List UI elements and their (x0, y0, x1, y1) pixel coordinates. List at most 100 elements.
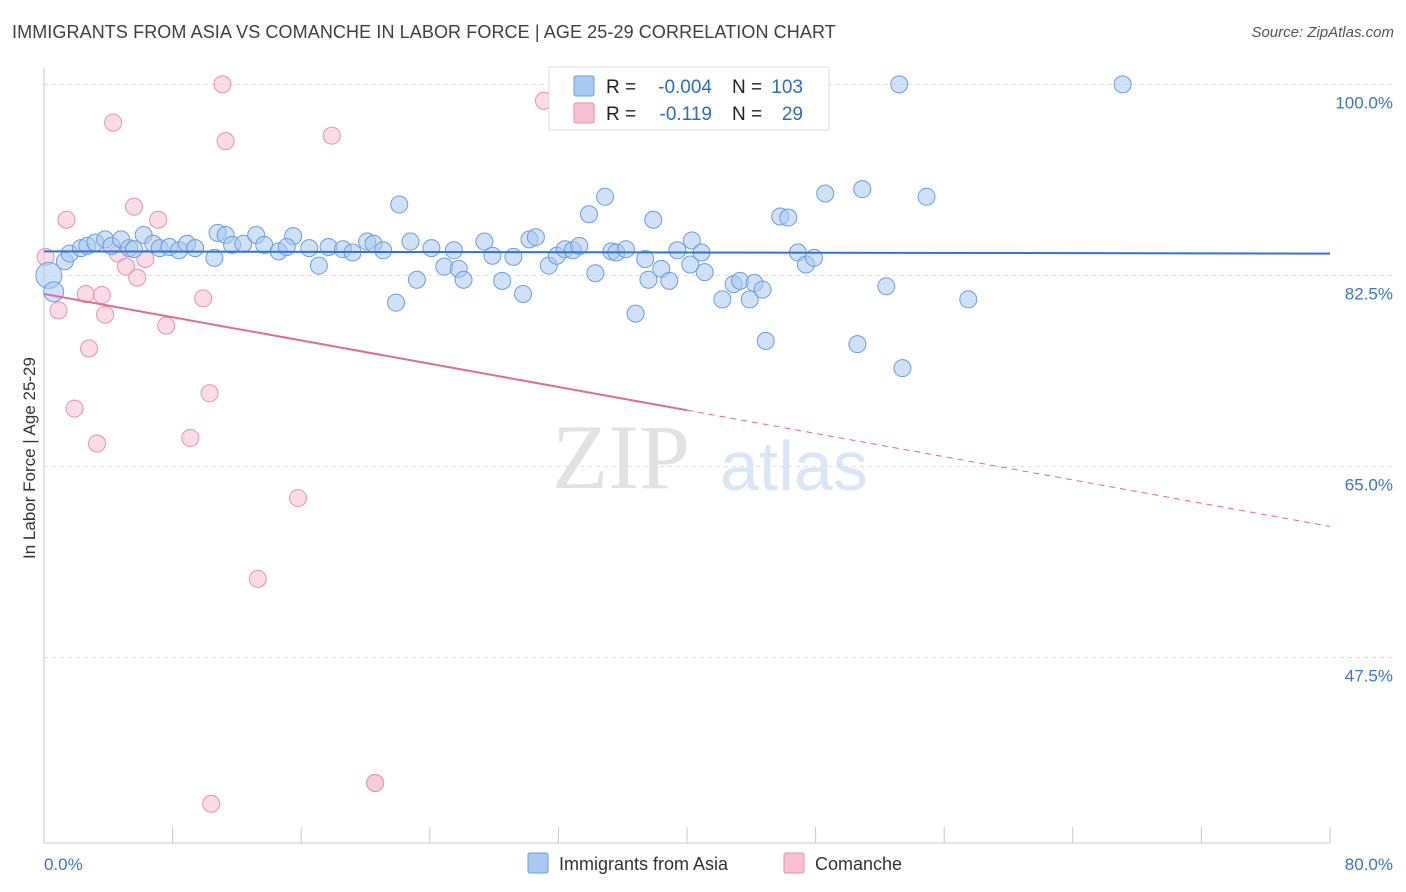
asia-point (454, 270, 473, 289)
asia-point (1113, 75, 1132, 94)
asia-point (401, 232, 420, 251)
asia-point (205, 248, 224, 267)
comanche-point (200, 384, 219, 403)
trend-lines (43, 250, 1331, 527)
legend-n-label-asia: N = (732, 77, 762, 98)
asia-point (514, 284, 533, 303)
comanche-point (116, 257, 135, 276)
asia-point (636, 250, 655, 269)
comanche-point (194, 289, 213, 308)
watermark-zip: ZIP (552, 406, 690, 508)
asia-point (374, 241, 393, 260)
asia-point (853, 180, 872, 199)
asia-point (483, 246, 502, 265)
asia-point (713, 290, 732, 309)
asia-point (444, 241, 463, 260)
correlation-legend: R = -0.004 N = 103 R = -0.119 N = 29 (548, 66, 830, 131)
asia-point (848, 335, 867, 354)
y-tick-label: 82.5% (1345, 284, 1393, 303)
asia-point (493, 271, 512, 290)
y-axis-title: In Labor Force | Age 25-29 (20, 357, 39, 559)
asia-point (475, 232, 494, 251)
comanche-point (288, 489, 307, 508)
asia-point (387, 293, 406, 312)
asia-point (740, 290, 759, 309)
comanche-point (57, 210, 76, 229)
comanche-point (248, 569, 267, 588)
comanche-point (149, 210, 168, 229)
asia-point (682, 231, 701, 250)
asia-point (917, 187, 936, 206)
legend-n-value-comanche: 29 (782, 104, 803, 125)
asia-trend-line (43, 250, 1331, 255)
series-swatch-asia (527, 852, 549, 874)
legend-r-label-asia: R = (606, 77, 636, 98)
asia-point (890, 75, 909, 94)
asia-point (753, 280, 772, 299)
comanche-point (202, 794, 221, 813)
asia-point (300, 239, 319, 258)
comanche-point (104, 113, 123, 132)
legend-swatch-comanche (573, 102, 595, 124)
legend-box (548, 66, 830, 131)
asia-point (596, 187, 615, 206)
asia-point (626, 304, 645, 323)
series-swatch-comanche (783, 852, 805, 874)
asia-point (816, 184, 835, 203)
comanche-point (96, 305, 115, 324)
comanche-point (213, 75, 232, 94)
asia-point (644, 210, 663, 229)
y-tick-labels: 100.0% 82.5% 65.0% 47.5% (1335, 93, 1393, 685)
source-label: Source: ZipAtlas.com (1251, 24, 1394, 41)
axes (43, 68, 1331, 844)
asia-point (695, 263, 714, 282)
y-tick-label: 47.5% (1345, 666, 1393, 685)
x-tick-label-max: 80.0% (1345, 855, 1393, 874)
asia-point (43, 281, 65, 303)
asia-point (186, 239, 205, 258)
legend-swatch-asia (573, 75, 595, 97)
comanche-points (36, 75, 553, 813)
comanche-point (80, 339, 99, 358)
comanche-point (65, 399, 84, 418)
comanche-point (92, 286, 111, 305)
series-legend: Immigrants from Asia Comanche (527, 852, 902, 874)
comanche-point (125, 197, 144, 216)
comanche-point (88, 434, 107, 453)
asia-point (639, 270, 658, 289)
x-axis-ticks (43, 827, 1331, 843)
asia-point (616, 240, 635, 259)
comanche-point (322, 126, 341, 145)
asia-point (422, 239, 441, 258)
asia-point (570, 236, 589, 255)
asia-point (779, 208, 798, 227)
y-tick-label: 65.0% (1345, 475, 1393, 494)
asia-point (959, 290, 978, 309)
asia-point (277, 238, 296, 257)
comanche-trend-line (43, 292, 688, 412)
legend-n-value-asia: 103 (771, 77, 803, 98)
comanche-point (49, 301, 68, 320)
y-tick-label: 100.0% (1335, 93, 1393, 112)
asia-point (504, 247, 523, 266)
asia-point (125, 240, 144, 259)
asia-point (526, 228, 545, 247)
asia-point (579, 205, 598, 224)
legend-r-value-comanche: -0.119 (660, 104, 712, 125)
comanche-trend-extension (686, 409, 1331, 527)
comanche-point (181, 429, 200, 448)
asia-points (35, 75, 1132, 378)
asia-point (586, 264, 605, 283)
comanche-point (366, 773, 385, 792)
chart-title: IMMIGRANTS FROM ASIA VS COMANCHE IN LABO… (12, 22, 836, 42)
asia-point (893, 359, 912, 378)
asia-point (756, 331, 775, 350)
asia-point (877, 277, 896, 296)
asia-point (309, 256, 328, 275)
legend-r-value-asia: -0.004 (658, 77, 712, 98)
legend-r-label-comanche: R = (606, 104, 636, 125)
comanche-point (216, 132, 235, 151)
legend-n-label-comanche: N = (732, 104, 762, 125)
asia-point (407, 270, 426, 289)
